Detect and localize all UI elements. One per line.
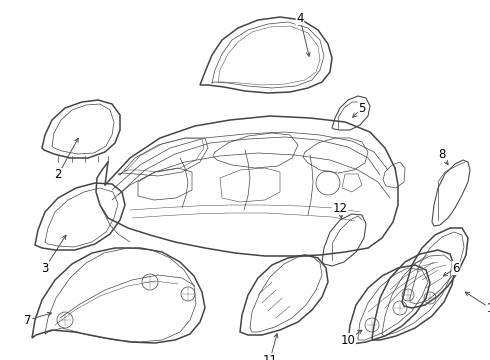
Text: 8: 8 [439,148,446,162]
Text: 3: 3 [41,261,49,274]
Text: 6: 6 [452,261,460,274]
Text: 7: 7 [24,314,32,327]
Text: 4: 4 [296,12,304,24]
Text: 12: 12 [333,202,347,215]
Text: 2: 2 [54,168,62,181]
Text: 11: 11 [263,354,277,360]
Text: 5: 5 [358,102,366,114]
Text: 10: 10 [341,333,355,346]
Text: 1: 1 [486,302,490,315]
